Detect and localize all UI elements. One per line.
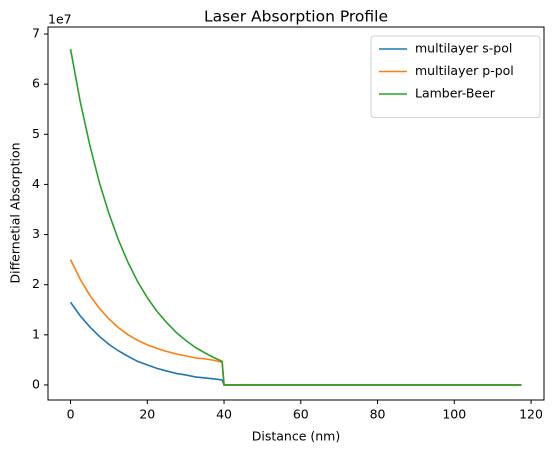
x-tick-label: 60 <box>293 407 309 422</box>
series-line <box>69 48 522 386</box>
y-tick-label: 6 <box>32 76 40 91</box>
y-tick-label: 1 <box>32 326 40 341</box>
legend-box <box>370 35 541 118</box>
x-tick-label: 120 <box>519 407 543 422</box>
y-tick-label: 0 <box>32 376 40 391</box>
series-line <box>69 301 522 386</box>
x-tick-label: 40 <box>216 407 232 422</box>
x-axis-label: Distance (nm) <box>252 429 340 444</box>
legend-label: multilayer s-pol <box>415 41 512 56</box>
legend-label: multilayer p-pol <box>415 63 514 78</box>
plot-frame <box>47 26 545 401</box>
y-tick-label: 2 <box>32 276 40 291</box>
chart-title: Laser Absorption Profile <box>204 8 388 26</box>
y-tick-label: 7 <box>32 26 40 41</box>
y-tick-label: 3 <box>32 226 40 241</box>
legend-label: Lamber-Beer <box>415 86 496 101</box>
y-offset-label: 1e7 <box>48 12 72 27</box>
x-tick-label: 80 <box>370 407 386 422</box>
x-tick-label: 0 <box>67 407 75 422</box>
y-tick-label: 5 <box>32 126 40 141</box>
y-tick-label: 4 <box>32 176 40 191</box>
y-axis-label: Differnetial Absorption <box>8 142 23 283</box>
x-tick-label: 20 <box>139 407 155 422</box>
series-line <box>69 259 522 386</box>
x-tick-label: 100 <box>442 407 466 422</box>
